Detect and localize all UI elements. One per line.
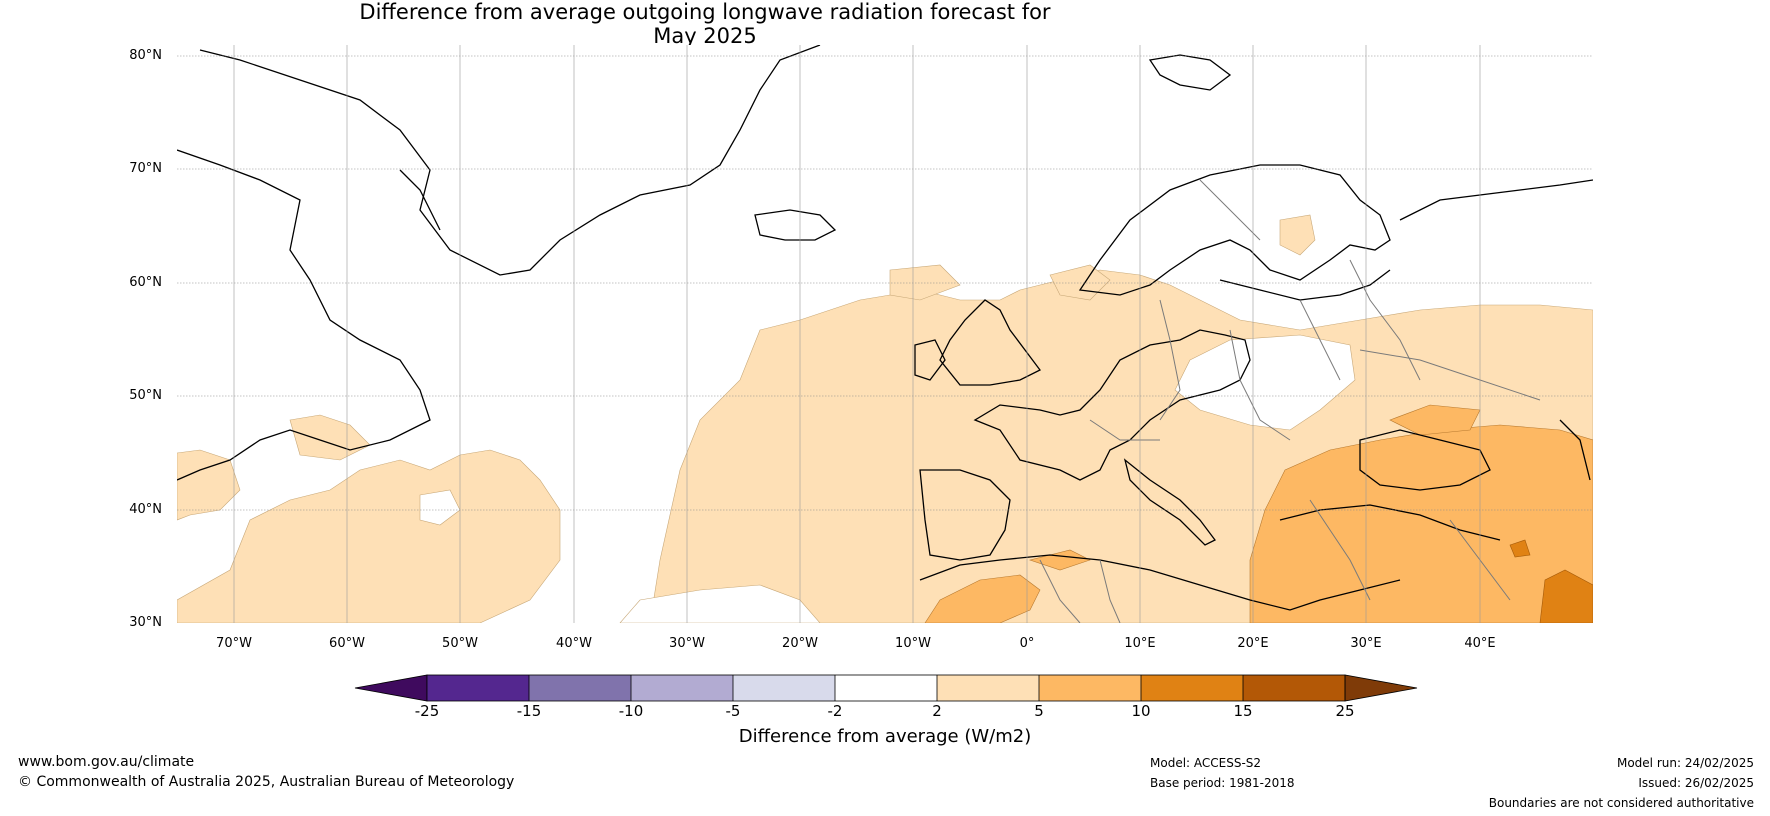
colorbar-tick-label: 5 <box>1034 702 1044 720</box>
anomaly-north-africa <box>924 574 1041 623</box>
lat-label-70n: 70°N <box>129 161 162 176</box>
colorbar-tick-label: 15 <box>1233 702 1253 720</box>
title-line-1: Difference from average outgoing longwav… <box>359 0 1051 24</box>
lon-label-20e: 20°E <box>1237 636 1269 651</box>
graticule <box>177 55 1593 511</box>
anomaly-10-to-15-areas <box>1509 539 1593 623</box>
colorbar <box>354 674 1418 702</box>
anomaly-western-atlantic <box>177 449 561 623</box>
colorbar-segment-2 <box>529 675 631 701</box>
footer-model: Model: ACCESS-S2 <box>1150 756 1262 770</box>
lat-label-30n: 30°N <box>129 615 162 630</box>
lon-label-70w: 70°W <box>216 636 252 651</box>
map-panel <box>177 45 1593 623</box>
colorbar-extend-high <box>1344 674 1418 702</box>
uk-coast <box>939 299 1041 386</box>
colorbar-tick-label: -25 <box>414 702 440 720</box>
anomaly-ice-sea <box>889 264 961 301</box>
colorbar-segment-1 <box>427 675 529 701</box>
near-normal-central-europe <box>1174 334 1356 431</box>
colorbar-segment-9 <box>1243 675 1345 701</box>
title-line-2: May 2025 <box>653 24 757 48</box>
lon-label-0: 0° <box>1019 636 1035 651</box>
anomaly-small-patch <box>1509 539 1531 558</box>
lat-label-60n: 60°N <box>129 275 162 290</box>
north-africa-coast <box>919 554 1401 611</box>
caspian-coast <box>1559 419 1591 481</box>
lon-label-40e: 40°E <box>1464 636 1496 651</box>
black-sea-coast <box>1359 429 1491 491</box>
anomaly-algeria <box>1028 549 1091 571</box>
footer-issued: Issued: 26/02/2025 <box>1638 776 1754 790</box>
greenland-inner <box>399 169 441 231</box>
colorbar-segment-5 <box>835 675 937 701</box>
footer-url: www.bom.gov.au/climate <box>18 754 195 770</box>
lon-label-50w: 50°W <box>442 636 478 651</box>
colorbar-outline <box>426 674 1346 702</box>
anomaly-turkey-middle-east <box>1249 424 1593 623</box>
colorbar-segment-4 <box>733 675 835 701</box>
chart-title: Difference from average outgoing longwav… <box>0 0 1410 48</box>
country-borders <box>1039 179 1541 623</box>
lat-label-50n: 50°N <box>129 388 162 403</box>
lat-label-40n: 40°N <box>129 502 162 517</box>
footer-disclaimer: Boundaries are not considered authoritat… <box>1488 796 1754 810</box>
baltic-coast <box>1219 269 1391 301</box>
colorbar-tick-label: -2 <box>827 702 843 720</box>
scandinavia-coast <box>1078 164 1391 296</box>
colorbar-tick-label: 2 <box>932 702 942 720</box>
anomaly-5-to-10-areas <box>924 404 1593 623</box>
anomaly-west-edge <box>177 449 241 521</box>
canada-coast <box>177 149 431 481</box>
footer-copyright: © Commonwealth of Australia 2025, Austra… <box>18 774 515 790</box>
near-normal-atlantic-south <box>619 584 821 623</box>
lat-label-80n: 80°N <box>129 48 162 63</box>
anomaly-black-sea-north <box>1389 404 1481 436</box>
colorbar-tick-label: -15 <box>516 702 542 720</box>
lon-label-60w: 60°W <box>329 636 365 651</box>
colorbar-tick-label: -5 <box>725 702 741 720</box>
lon-label-30e: 30°E <box>1350 636 1382 651</box>
lon-label-10w: 10°W <box>895 636 931 651</box>
meridians <box>233 45 1481 623</box>
iberia-coast <box>919 469 1011 561</box>
colorbar-extend-low <box>354 674 428 702</box>
colorbar-dividers <box>528 675 1244 701</box>
lon-label-20w: 20°W <box>782 636 818 651</box>
anomaly-scandinavia-south <box>1279 214 1316 256</box>
near-normal-atlantic-pocket <box>419 489 461 526</box>
arctic-russia-coast <box>1399 179 1593 221</box>
iceland-coast <box>754 209 837 241</box>
ireland-coast <box>914 339 946 381</box>
colorbar-segment-6 <box>937 675 1039 701</box>
greenland-coast <box>199 45 821 276</box>
coastlines <box>177 45 1593 611</box>
lon-label-40w: 40°W <box>556 636 592 651</box>
footer-base-period: Base period: 1981-2018 <box>1150 776 1295 790</box>
colorbar-tick-label: -10 <box>618 702 644 720</box>
near-normal-areas <box>419 334 1356 623</box>
colorbar-title: Difference from average (W/m2) <box>738 726 1032 747</box>
colorbar-segment-3 <box>631 675 733 701</box>
lon-label-30w: 30°W <box>669 636 705 651</box>
colorbar-segment-8 <box>1141 675 1243 701</box>
colorbar-segment-7 <box>1039 675 1141 701</box>
anomaly-arabia <box>1539 569 1593 623</box>
footer-model-run: Model run: 24/02/2025 <box>1616 756 1754 770</box>
colorbar-tick-label: 10 <box>1131 702 1151 720</box>
lon-label-10e: 10°E <box>1124 636 1156 651</box>
europe-coast <box>973 329 1251 481</box>
colorbar-tick-label: 25 <box>1335 702 1355 720</box>
